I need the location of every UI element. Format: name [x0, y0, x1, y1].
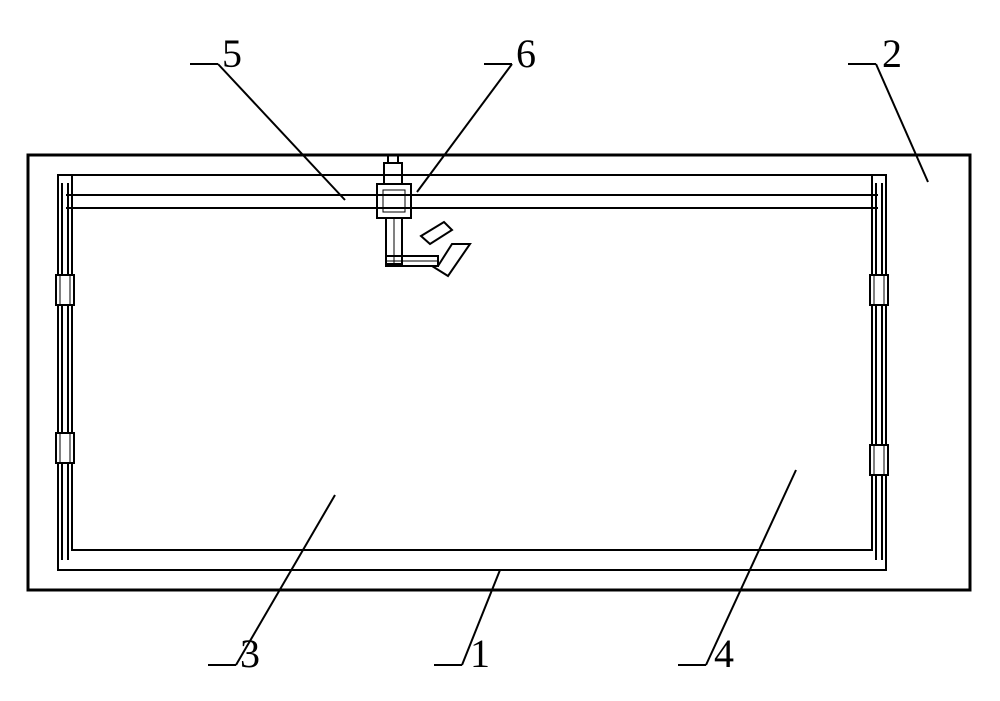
- callout-label-6: 6: [516, 30, 536, 77]
- callout-label-4: 4: [714, 630, 734, 677]
- callout-label-2: 2: [882, 30, 902, 77]
- engineering-diagram: [0, 0, 1000, 701]
- callout-label-3: 3: [240, 630, 260, 677]
- callout-label-1: 1: [470, 630, 490, 677]
- callout-label-5: 5: [222, 30, 242, 77]
